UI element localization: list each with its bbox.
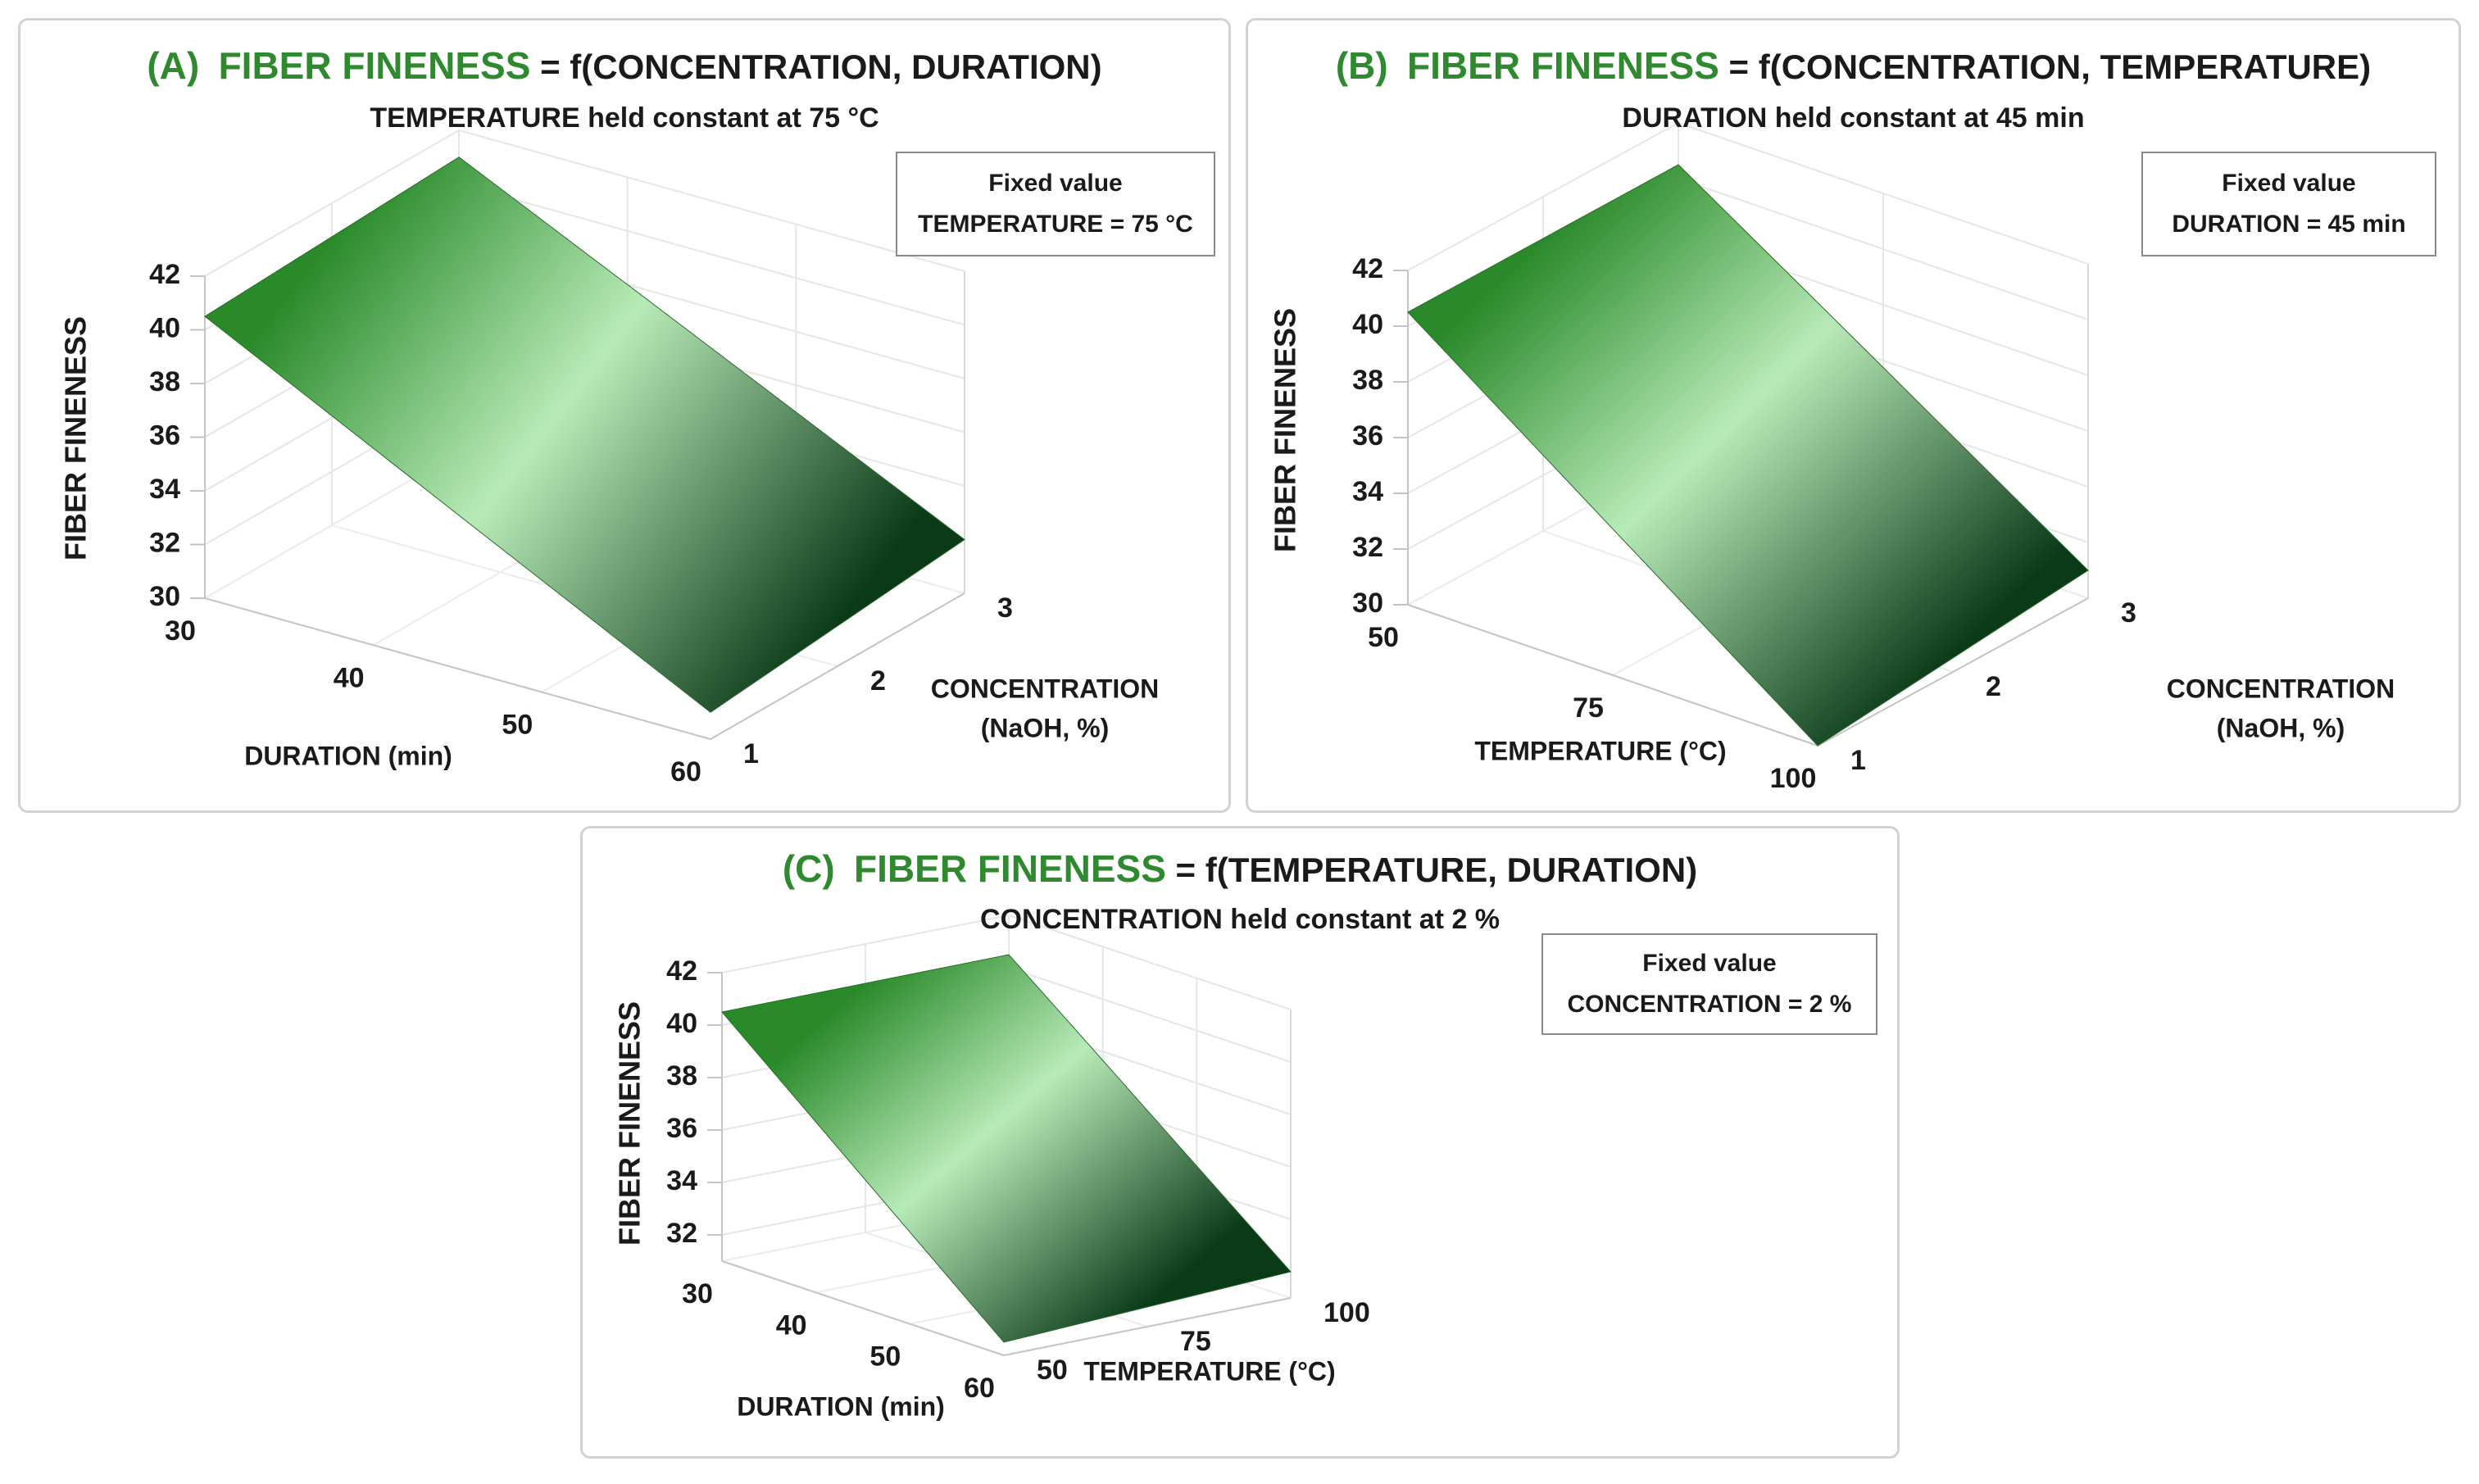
z-tick-label: 38	[666, 1060, 697, 1091]
z-tick-label: 34	[1352, 476, 1383, 507]
z-tick-label: 36	[149, 420, 180, 451]
panel-b-fixed-title: Fixed value	[2222, 170, 2356, 197]
x-tick-label: 75	[1573, 692, 1604, 724]
panel-b-title: (B) FIBER FINENESS = f(CONCENTRATION, TE…	[1248, 43, 2459, 88]
y-tick-label: 100	[1323, 1297, 1370, 1328]
y-axis-label: CONCENTRATION	[2167, 674, 2395, 703]
surface-chart-a: 30 32 34 36 38 40 42 30 40 50 60 1 2 3 FIBER FINENESS D…	[59, 129, 1160, 787]
grid-back-z	[1008, 967, 1292, 1063]
panel-a: 30 32 34 36 38 40 42 30 40 50 60 1 2 3 FIBER FINENESS D…	[18, 18, 1231, 813]
z-tick-label: 42	[666, 955, 697, 987]
y-tick-label: 50	[1037, 1355, 1068, 1386]
panel-b-subtitle: DURATION held constant at 45 min	[1622, 102, 2085, 134]
x-axis-label: DURATION (min)	[737, 1391, 945, 1421]
z-tick-label: 40	[149, 312, 180, 343]
panel-a-formula-vars: CONCENTRATION, DURATION)	[593, 48, 1102, 86]
x-tick-label: 60	[670, 756, 701, 787]
panel-a-fixed-title: Fixed value	[988, 170, 1123, 197]
x-axis-line	[204, 597, 711, 740]
panel-b-label: (B)	[1335, 44, 1388, 87]
panel-b-formula-prefix: = f(	[1728, 48, 1782, 86]
y-tick-label: 3	[997, 592, 1013, 624]
x-tick-label: 40	[334, 662, 365, 693]
panel-a-title: (A) FIBER FINENESS = f(CONCENTRATION, DU…	[20, 43, 1228, 88]
response-surface	[204, 157, 965, 713]
z-tick-label: 32	[666, 1218, 697, 1249]
y-tick-label: 3	[2121, 597, 2136, 629]
x-axis-line	[721, 1260, 1005, 1356]
panel-c-title: (C) FIBER FINENESS = f(TEMPERATURE, DURA…	[583, 846, 1897, 891]
y-axis-label: (NaOH, %)	[2217, 713, 2345, 742]
y-axis-line	[1817, 597, 2089, 747]
z-tick-label: 40	[666, 1008, 697, 1039]
z-tick-label: 32	[1352, 532, 1383, 563]
z-tick-label: 36	[666, 1113, 697, 1144]
x-tick-label: 60	[964, 1373, 995, 1404]
z-axis-label: FIBER FINENESS	[613, 1001, 647, 1246]
panel-c-response: FIBER FINENESS	[854, 847, 1166, 890]
surface-chart-c: 32 34 36 38 40 42 30 40 50 60 50 75 100 FIBER FINENES…	[613, 914, 1370, 1421]
z-tick-label: 30	[1352, 588, 1383, 619]
x-tick-label: 50	[1368, 622, 1399, 653]
panel-c-formula-vars: TEMPERATURE, DURATION)	[1228, 851, 1698, 889]
panel-c: 32 34 36 38 40 42 30 40 50 60 50 75 100 FIBER FINENES…	[580, 826, 1900, 1459]
y-tick-label: 2	[1986, 671, 2001, 702]
z-axis-label: FIBER FINENESS	[1269, 308, 1302, 552]
x-axis-label: TEMPERATURE (°C)	[1474, 736, 1726, 765]
z-tick-label: 38	[1352, 365, 1383, 396]
panel-a-formula-prefix: = f(	[540, 48, 593, 86]
panel-a-fixed-value: TEMPERATURE = 75 °C	[918, 211, 1193, 238]
x-tick-label: 50	[869, 1341, 901, 1373]
x-tick-label: 40	[776, 1309, 807, 1341]
z-tick-label: 36	[1352, 420, 1383, 452]
z-tick-label: 32	[149, 527, 180, 558]
z-axis-label: FIBER FINENESS	[59, 316, 93, 560]
y-tick-label: 1	[743, 738, 759, 769]
panel-a-fixed-box: Fixed value TEMPERATURE = 75 °C	[896, 152, 1215, 256]
panel-c-label: (C)	[782, 847, 835, 890]
y-axis-line	[1003, 1297, 1292, 1356]
z-tick-label: 40	[1352, 309, 1383, 340]
panel-b-fixed-value: DURATION = 45 min	[2172, 211, 2406, 238]
panel-c-subtitle: CONCENTRATION held constant at 2 %	[979, 904, 1501, 935]
y-axis-label: (NaOH, %)	[981, 713, 1109, 742]
x-axis-line	[1407, 604, 1818, 747]
x-tick-label: 100	[1770, 763, 1817, 794]
panel-b-formula-vars: CONCENTRATION, TEMPERATURE)	[1781, 48, 2372, 86]
panel-a-response: FIBER FINENESS	[218, 44, 531, 87]
panel-c-formula-prefix: = f(	[1175, 851, 1228, 889]
z-tick-label: 38	[149, 366, 180, 397]
panel-b-fixed-box: Fixed value DURATION = 45 min	[2141, 152, 2436, 256]
panel-a-label: (A)	[147, 44, 200, 87]
grid-back-z	[458, 183, 965, 326]
panel-b-response: FIBER FINENESS	[1407, 44, 1719, 87]
panel-c-fixed-box: Fixed value CONCENTRATION = 2 %	[1541, 933, 1877, 1035]
panel-b: 30 32 34 36 38 40 42 50 75 100 1 2 3 FIBER FINENESS TE…	[1246, 18, 2461, 813]
x-tick-label: 30	[165, 615, 196, 647]
y-axis-line	[710, 592, 965, 740]
z-tick-label: 42	[1352, 253, 1383, 284]
y-tick-label: 2	[870, 665, 886, 697]
y-axis-label: CONCENTRATION	[931, 674, 1160, 703]
y-tick-label: 75	[1180, 1326, 1211, 1357]
panel-c-fixed-value: CONCENTRATION = 2 %	[1567, 991, 1852, 1018]
panel-c-fixed-title: Fixed value	[1642, 950, 1777, 977]
z-tick-label: 34	[149, 474, 180, 505]
z-tick-label: 30	[149, 581, 180, 612]
grid-back-z	[458, 129, 965, 272]
z-tick-label: 42	[149, 259, 180, 290]
y-axis-label: TEMPERATURE (°C)	[1083, 1356, 1335, 1386]
x-tick-label: 30	[682, 1278, 713, 1309]
response-surface	[721, 954, 1292, 1343]
z-tick-label: 34	[666, 1165, 697, 1196]
x-tick-label: 50	[502, 710, 533, 741]
y-tick-label: 1	[1850, 745, 1866, 776]
grid-back-z	[1008, 914, 1292, 1010]
response-surface	[1407, 164, 2089, 747]
x-axis-label: DURATION (min)	[244, 741, 452, 770]
surface-chart-b: 30 32 34 36 38 40 42 50 75 100 1 2 3 FIBER FINENESS TE…	[1269, 122, 2395, 794]
panel-a-subtitle: TEMPERATURE held constant at 75 °C	[370, 102, 879, 134]
